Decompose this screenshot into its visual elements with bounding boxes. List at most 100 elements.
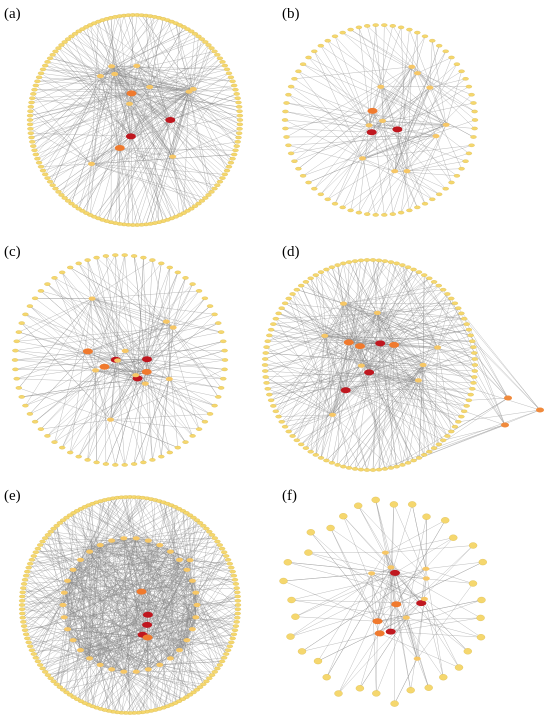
edge [384,380,419,469]
edge [119,73,230,149]
edge [345,260,362,391]
edge [285,111,372,133]
node [183,567,191,572]
edge [295,616,378,622]
node [236,122,244,127]
edge [377,308,459,314]
edge [100,75,240,112]
edge [394,29,410,172]
edge [314,51,370,126]
edge [361,343,381,366]
node [357,258,365,263]
node [174,270,181,275]
edge [411,66,474,104]
node [442,186,449,191]
edge [265,335,325,360]
edge [32,88,194,99]
node [440,438,447,443]
node [26,304,34,308]
edge [54,277,111,420]
node [84,458,91,462]
edge [14,359,147,373]
edge [58,47,171,121]
edge [371,573,427,579]
edge [377,504,413,622]
edge [106,86,150,222]
edge [369,102,474,126]
edge [417,73,472,95]
edge [367,25,412,67]
node [408,64,416,69]
node [47,529,54,534]
edge [305,281,349,343]
edge [146,359,153,460]
node [387,565,395,570]
node [53,682,60,687]
edge [326,573,372,678]
node [379,118,386,123]
node [385,628,396,635]
node [132,669,140,674]
node [189,87,197,92]
node [25,565,32,570]
node [471,351,478,355]
edge [73,569,193,630]
node [267,327,275,332]
node [444,434,451,438]
edge [418,380,465,412]
node [121,463,128,467]
node [50,679,57,684]
node [272,316,279,321]
node [44,60,51,64]
edge [23,587,65,618]
edge [50,658,90,679]
node [471,369,478,373]
node [20,582,28,586]
edge [146,359,170,380]
edge [371,573,468,652]
edge [53,528,65,593]
edge [170,119,236,151]
edge [278,335,325,417]
node [28,100,35,105]
edge [87,263,162,352]
edge [146,305,211,360]
edge [327,40,447,125]
node [22,632,30,637]
node [406,687,415,694]
edge [390,344,395,468]
node [403,169,411,174]
edge [305,390,346,449]
node [218,659,226,664]
edge [25,314,126,352]
edge [372,259,438,348]
edge [73,629,193,641]
node [372,213,379,217]
edge [337,265,344,304]
edge [292,293,333,415]
edge [394,572,407,618]
edge [394,66,412,172]
edge [367,135,437,215]
edge [111,31,192,67]
node [193,602,201,608]
edge [369,335,471,373]
edge [265,376,333,415]
edge [343,261,356,304]
node [312,273,319,277]
edge [380,272,420,344]
edge [100,544,187,570]
node [469,339,476,343]
node [387,260,395,264]
edge [33,75,101,147]
node [195,289,203,293]
node [186,513,194,517]
edge [372,110,446,189]
node [422,576,430,581]
node [19,615,26,620]
edge [114,73,132,137]
node [32,656,39,660]
edge [24,625,148,638]
node [193,688,201,692]
node [227,160,235,165]
